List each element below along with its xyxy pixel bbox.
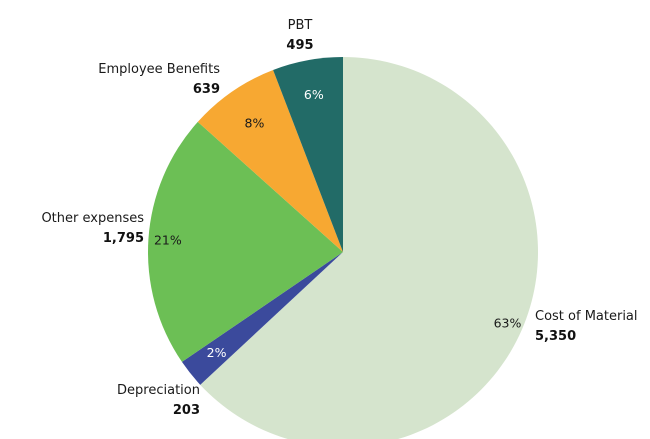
pie-slice-employee-benefits	[197, 69, 343, 252]
value-label-depreciation: 203	[173, 403, 200, 418]
percent-label-depreciation: 2%	[207, 345, 227, 360]
pie-slice-other-expenses	[147, 121, 343, 362]
category-label-other-expenses: Other expenses	[41, 211, 144, 226]
category-label-pbt: PBT	[288, 18, 313, 33]
pie-slice-cost-of-material	[200, 57, 538, 439]
percent-label-other-expenses: 21%	[154, 232, 182, 247]
value-label-pbt: 495	[286, 38, 313, 53]
pie-slice-depreciation	[181, 252, 343, 385]
percent-label-cost-of-material: 63%	[494, 316, 522, 331]
category-label-depreciation: Depreciation	[117, 383, 200, 398]
pie-slices	[147, 57, 538, 439]
value-label-other-expenses: 1,795	[103, 231, 144, 246]
pie-labels: 63% Cost of Material 5,350 2% Depreciation 20…	[41, 18, 637, 418]
percent-label-employee-benefits: 8%	[245, 116, 265, 131]
percent-label-pbt: 6%	[304, 87, 324, 102]
category-label-cost-of-material: Cost of Material	[535, 309, 638, 324]
value-label-employee-benefits: 639	[193, 82, 220, 97]
value-label-cost-of-material: 5,350	[535, 329, 576, 344]
category-label-employee-benefits: Employee Benefits	[98, 62, 220, 77]
pie-slice-pbt	[273, 57, 343, 252]
